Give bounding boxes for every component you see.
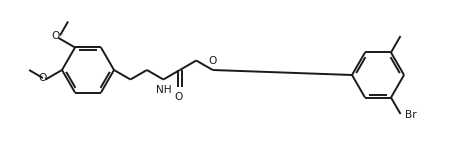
Text: O: O <box>208 56 217 65</box>
Text: NH: NH <box>156 85 171 95</box>
Text: O: O <box>38 73 47 83</box>
Text: Br: Br <box>405 110 417 120</box>
Text: O: O <box>175 92 183 102</box>
Text: O: O <box>51 32 60 41</box>
